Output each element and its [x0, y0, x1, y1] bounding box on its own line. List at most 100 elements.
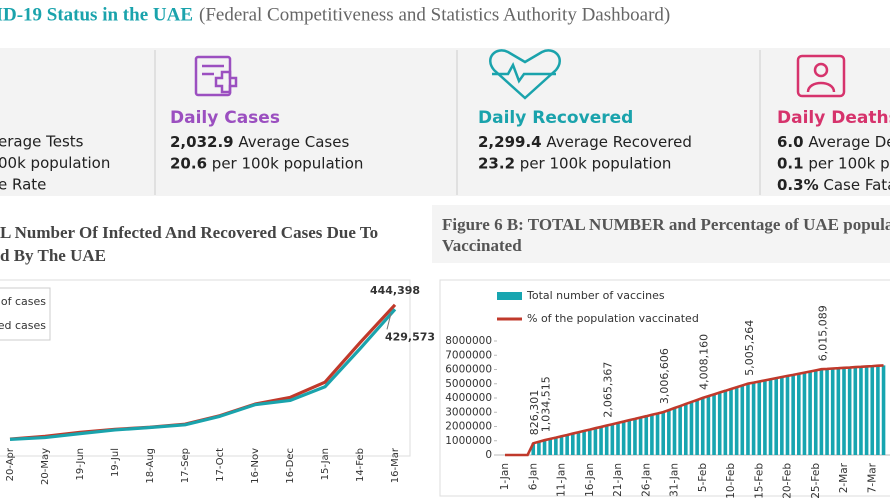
card-value: 2,032.9	[170, 133, 234, 151]
bar	[684, 403, 688, 455]
bar	[582, 430, 586, 455]
legend-label: Recovered cases	[0, 319, 46, 332]
bar	[785, 375, 790, 455]
chart-title: Vaccinated	[442, 236, 522, 255]
bar	[672, 408, 677, 455]
bar	[864, 366, 869, 455]
y-tick-label: 6000000	[445, 364, 492, 376]
bar	[853, 367, 858, 455]
x-tick-label: 16-Dec	[285, 448, 296, 484]
card-value: 2,299.4	[478, 133, 542, 151]
bar	[836, 368, 841, 455]
bar	[712, 394, 716, 455]
legend-label: Number of cases	[0, 295, 46, 308]
x-tick-label: 20-May	[40, 448, 51, 485]
bar	[537, 441, 541, 455]
data-label: 826,301	[528, 390, 541, 436]
data-label: 2,065,367	[602, 362, 615, 418]
bar	[571, 433, 575, 455]
bar	[565, 434, 569, 455]
bar	[655, 413, 660, 455]
legend-swatch	[497, 292, 522, 300]
bar	[881, 365, 886, 455]
data-label: 4,008,160	[698, 334, 711, 390]
x-tick-label: 16-Mar	[390, 447, 401, 483]
card-value: 20.6	[170, 154, 207, 172]
bar	[847, 367, 852, 455]
bar	[802, 372, 807, 455]
bar	[554, 437, 558, 455]
bar	[576, 432, 581, 455]
x-tick-label: 15-Feb	[753, 463, 765, 499]
bar	[797, 373, 801, 455]
card-line: e Rate	[0, 176, 46, 194]
bar	[791, 374, 795, 455]
x-tick-label: 21-Jan	[612, 463, 624, 497]
bar	[768, 379, 773, 455]
data-label: 6,015,089	[816, 305, 829, 361]
bar	[808, 371, 812, 455]
x-tick-label: 5-Feb	[697, 463, 709, 492]
card-line: 2,299.4 Average Recovered	[478, 133, 692, 151]
data-label: 3,006,606	[658, 348, 671, 404]
bar	[593, 428, 598, 455]
bar	[819, 369, 824, 455]
y-tick-label: 7000000	[445, 349, 492, 361]
y-tick-label: 4000000	[445, 392, 492, 404]
bar	[610, 424, 615, 455]
data-label: 5,005,264	[743, 320, 756, 376]
bar	[870, 366, 875, 455]
x-tick-label: 15-Jan	[320, 448, 331, 480]
bar	[734, 387, 739, 455]
x-tick-label: 20-Apr	[5, 447, 16, 481]
bar	[638, 417, 643, 455]
card-value: 0.1	[777, 154, 804, 172]
bar	[548, 438, 552, 455]
card-value: 23.2	[478, 154, 515, 172]
bar	[700, 397, 705, 455]
card-value: 6.0	[777, 133, 804, 151]
bar	[531, 443, 536, 455]
bar	[604, 425, 609, 455]
bar	[757, 381, 762, 455]
legend-label: % of the population vaccinated	[527, 312, 699, 325]
card-line: 20.6 per 100k population	[170, 154, 363, 172]
legend-label: Total number of vaccines	[526, 289, 665, 302]
bar	[644, 416, 649, 455]
heading-background	[432, 205, 890, 263]
card-line: erage Tests	[0, 133, 84, 151]
data-label: 429,573	[385, 330, 435, 343]
x-tick-label: 11-Jan	[556, 463, 568, 497]
label-leader	[386, 313, 392, 330]
x-tick-label: 7-Mar	[866, 462, 878, 493]
x-tick-label: 16-Jan	[584, 463, 596, 497]
card-line: 6.0 Average Deaths	[777, 133, 890, 151]
bar	[740, 385, 745, 455]
bar	[695, 399, 699, 455]
x-tick-label: 31-Jan	[669, 463, 681, 497]
x-tick-label: 14-Feb	[355, 448, 366, 482]
page-title: COVID-19 Status in the UAE	[0, 4, 193, 25]
card-label: Average Deaths	[808, 133, 890, 151]
bar	[587, 429, 592, 455]
y-tick-label: 5000000	[445, 378, 492, 390]
bar	[633, 418, 637, 455]
bar	[627, 420, 632, 455]
card-line: 2,032.9 Average Cases	[170, 133, 349, 151]
card-label: Average Cases	[238, 133, 349, 151]
bar	[746, 383, 750, 455]
chart-title: d By The UAE	[0, 246, 106, 265]
x-tick-label: 10-Feb	[725, 463, 737, 499]
chart-title: L Number Of Infected And Recovered Cases…	[0, 223, 378, 242]
card-title: Daily Deaths	[777, 108, 890, 128]
x-tick-label: 19-Jun	[75, 448, 86, 481]
x-tick-label: 2-Mar	[838, 462, 850, 493]
y-tick-label: 2000000	[445, 421, 492, 433]
bar	[842, 367, 846, 455]
x-tick-label: 19-Jul	[110, 448, 121, 477]
x-tick-label: 25-Feb	[810, 463, 822, 499]
card-title: Daily Cases	[170, 108, 280, 128]
card-label: per 100k population	[520, 154, 672, 172]
